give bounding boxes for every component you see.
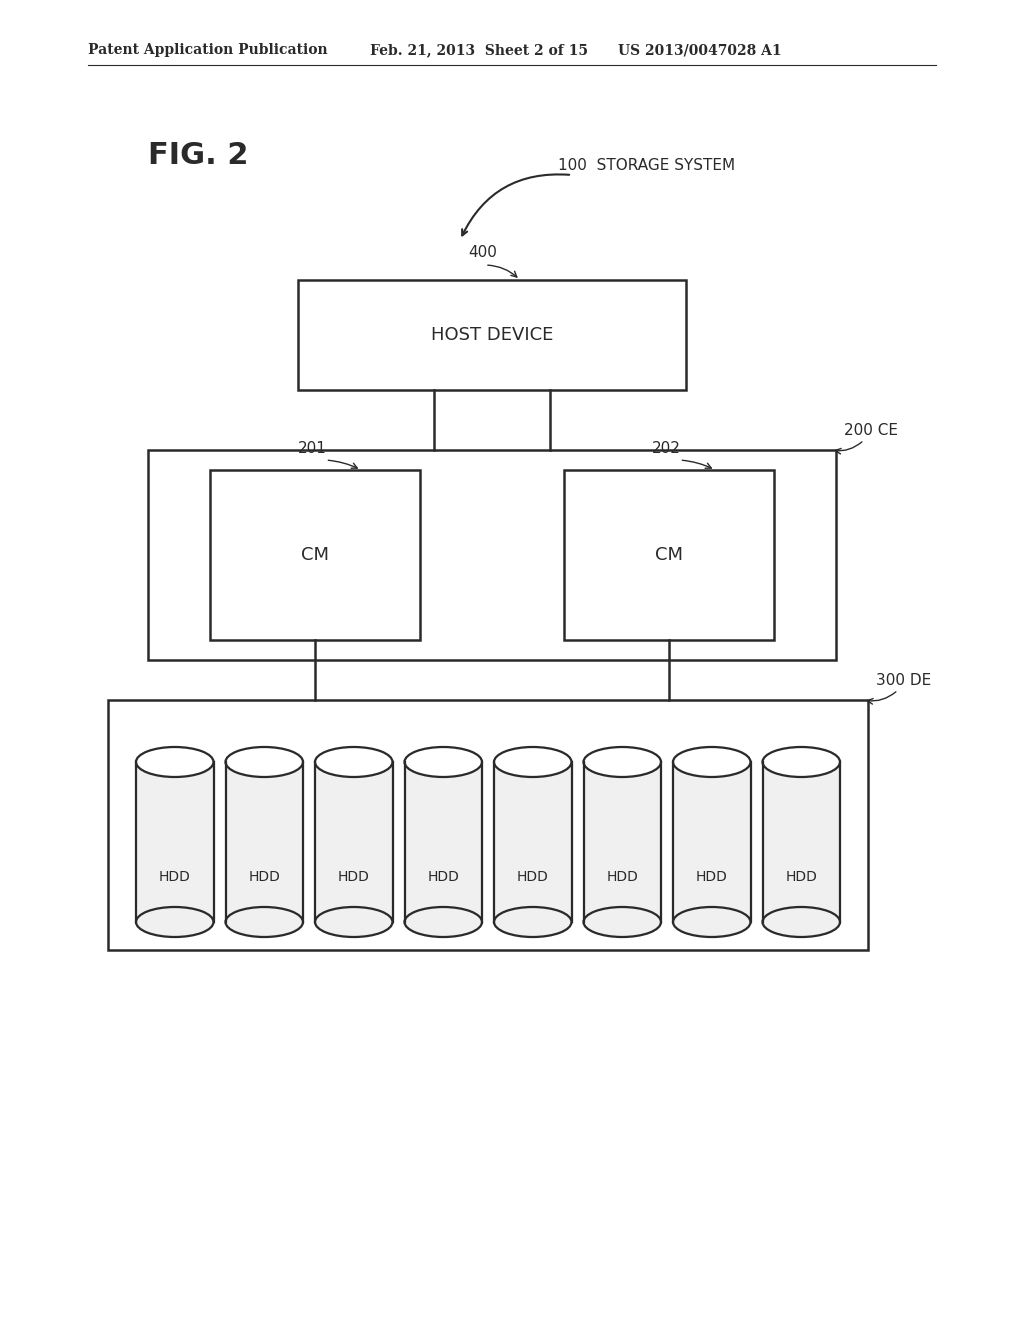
Text: HDD: HDD [606,870,638,884]
Text: 400: 400 [468,246,497,260]
Text: CM: CM [655,546,683,564]
Bar [298,280,686,389]
Ellipse shape [763,907,840,937]
Text: HDD: HDD [517,870,549,884]
Ellipse shape [584,907,662,937]
Ellipse shape [315,747,392,777]
Text: HOST DEVICE: HOST DEVICE [431,326,553,345]
Bar [584,762,662,921]
Text: Feb. 21, 2013  Sheet 2 of 15: Feb. 21, 2013 Sheet 2 of 15 [370,44,588,57]
Ellipse shape [584,747,662,777]
Text: 202: 202 [652,441,681,455]
Text: HDD: HDD [248,870,281,884]
Ellipse shape [404,747,482,777]
Text: HDD: HDD [696,870,728,884]
Bar [315,762,392,921]
Ellipse shape [404,907,482,937]
Bar [494,762,571,921]
Ellipse shape [136,747,213,777]
Ellipse shape [494,747,571,777]
Text: FIG. 2: FIG. 2 [148,140,249,169]
Text: HDD: HDD [159,870,190,884]
Ellipse shape [315,907,392,937]
Ellipse shape [673,907,751,937]
Ellipse shape [673,747,751,777]
Bar [108,700,868,950]
Bar [763,762,840,921]
Ellipse shape [225,747,303,777]
Text: HDD: HDD [427,870,459,884]
Bar [225,762,303,921]
Text: HDD: HDD [338,870,370,884]
Text: CM: CM [301,546,329,564]
Text: 300 DE: 300 DE [876,673,931,688]
Bar [673,762,751,921]
Text: 200 CE: 200 CE [844,422,898,438]
Bar [404,762,482,921]
Bar [564,470,774,640]
Ellipse shape [225,907,303,937]
Text: US 2013/0047028 A1: US 2013/0047028 A1 [618,44,781,57]
Bar [148,450,836,660]
Bar [136,762,213,921]
Ellipse shape [494,907,571,937]
Bar [210,470,420,640]
Ellipse shape [136,907,213,937]
Text: 201: 201 [298,441,327,455]
Ellipse shape [763,747,840,777]
Text: HDD: HDD [785,870,817,884]
Text: Patent Application Publication: Patent Application Publication [88,44,328,57]
Text: 100  STORAGE SYSTEM: 100 STORAGE SYSTEM [558,157,735,173]
